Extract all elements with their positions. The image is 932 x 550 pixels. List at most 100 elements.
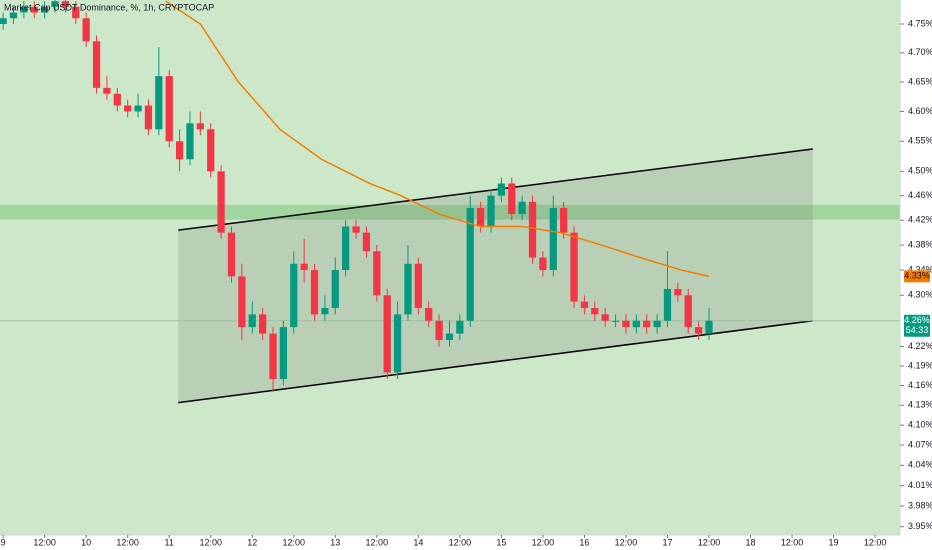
- x-tick-label: 12:00: [781, 537, 804, 547]
- candle-body: [30, 6, 38, 13]
- candle-body: [331, 270, 339, 308]
- candle-body: [487, 195, 495, 227]
- x-tick-label: 12:00: [283, 537, 306, 547]
- candle-body: [445, 333, 454, 341]
- y-tick-label: 4.46%: [908, 190, 932, 200]
- candle-body: [279, 327, 288, 379]
- candle-body: [258, 314, 267, 334]
- candle-body: [196, 123, 204, 130]
- y-tick-label: 4.30%: [908, 290, 932, 300]
- candle-body: [310, 270, 319, 315]
- support-zone: [0, 204, 900, 220]
- y-tick-label: 4.75%: [908, 18, 932, 28]
- x-tick-label: 17: [662, 537, 672, 547]
- x-tick-label: 12:00: [33, 537, 56, 547]
- x-tick-label: 18: [746, 537, 756, 547]
- candle-body: [92, 41, 101, 88]
- candle-body: [144, 105, 153, 130]
- candle-body: [393, 314, 402, 373]
- y-tick-label: 3.98%: [908, 500, 932, 510]
- y-tick-label: 4.50%: [908, 166, 932, 176]
- candle-body: [321, 307, 329, 315]
- candle-body: [41, 6, 49, 13]
- candle-body: [124, 105, 132, 112]
- x-tick-label: 12: [247, 537, 257, 547]
- candle-body: [155, 76, 163, 130]
- x-tick-label: 9: [1, 537, 6, 547]
- candle-body: [248, 314, 256, 328]
- candle-body: [663, 288, 672, 321]
- candle-body: [653, 320, 661, 328]
- candle-body: [622, 320, 630, 328]
- y-tick-label: 4.13%: [908, 400, 932, 410]
- candle-body: [362, 232, 371, 252]
- y-tick-label: 4.60%: [908, 106, 932, 116]
- candle-body: [342, 226, 350, 271]
- candle-body: [134, 105, 142, 112]
- x-tick-label: 12:00: [864, 537, 887, 547]
- ma-price-label: 4.33%: [904, 271, 930, 281]
- candle-body: [611, 320, 620, 322]
- ma-price-tag: [904, 270, 930, 283]
- x-tick-label: 12:00: [449, 537, 472, 547]
- candle-body: [539, 257, 547, 271]
- candle-body: [518, 201, 526, 215]
- y-tick-label: 3.95%: [908, 521, 932, 531]
- candle-body: [632, 320, 640, 328]
- candle-body: [601, 314, 609, 321]
- candle-body: [694, 327, 703, 334]
- y-tick-label: 4.34%: [908, 264, 932, 274]
- candle-body: [20, 6, 28, 13]
- candle-body: [165, 76, 173, 142]
- x-tick-label: 15: [496, 537, 506, 547]
- x-tick-label: 19: [829, 537, 839, 547]
- channel-line: [178, 320, 813, 404]
- y-tick-label: 4.38%: [908, 239, 932, 249]
- candle-body: [705, 320, 713, 334]
- candle-body: [227, 232, 236, 277]
- candle-body: [684, 295, 692, 328]
- y-tick-label: 4.04%: [908, 460, 932, 470]
- last-price-label: 4.26%: [904, 315, 930, 325]
- candle-body: [352, 226, 360, 233]
- x-tick-label: 12:00: [366, 537, 389, 547]
- candle-body: [383, 295, 391, 373]
- moving-average: [165, 0, 710, 278]
- candle-body: [72, 6, 80, 19]
- candle-body: [435, 320, 443, 341]
- x-tick-label: 14: [413, 537, 423, 547]
- candle-body: [82, 18, 90, 42]
- candle-body: [61, 1, 70, 7]
- channel-fill: [178, 149, 813, 403]
- x-tick-label: 12:00: [698, 537, 721, 547]
- candle-body: [414, 263, 422, 308]
- candle-body: [290, 263, 298, 328]
- candle-body: [425, 307, 433, 321]
- candle-body: [466, 207, 474, 321]
- candle-body: [217, 171, 225, 233]
- candle-body: [674, 288, 682, 296]
- candle-body: [570, 232, 578, 302]
- y-tick-label: 4.70%: [908, 47, 932, 57]
- x-tick-label: 12:00: [199, 537, 222, 547]
- x-tick-label: 16: [579, 537, 589, 547]
- candle-body: [269, 333, 277, 379]
- x-tick-label: 11: [165, 537, 174, 547]
- candle-body: [476, 207, 485, 227]
- candle-body: [207, 129, 215, 172]
- candle-body: [186, 123, 194, 160]
- candle-body: [497, 183, 506, 196]
- y-tick-label: 4.16%: [908, 380, 932, 390]
- channel-line: [178, 148, 813, 231]
- y-tick-label: 4.10%: [908, 419, 932, 429]
- x-tick-label: 12:00: [615, 537, 638, 547]
- candle-body: [643, 320, 651, 328]
- x-tick-label: 12:00: [116, 537, 139, 547]
- x-tick-label: 13: [330, 537, 340, 547]
- candle-body: [528, 201, 537, 258]
- candle-body: [103, 87, 111, 94]
- candle-body: [591, 307, 599, 315]
- candle-body: [238, 276, 246, 328]
- candle-body: [404, 263, 412, 315]
